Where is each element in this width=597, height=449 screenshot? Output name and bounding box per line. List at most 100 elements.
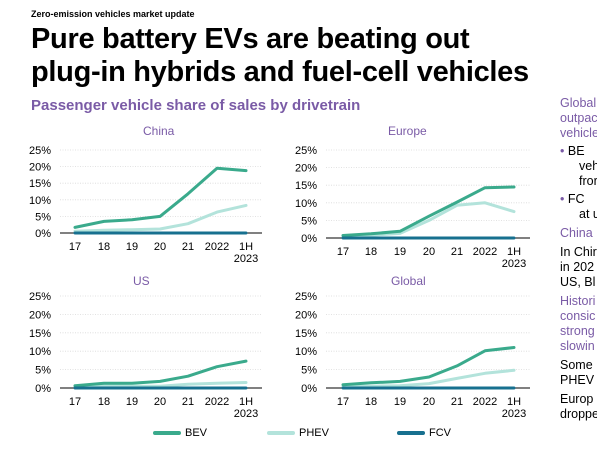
sidebar-line: • BE bbox=[560, 144, 597, 159]
kicker-label: Zero-emission vehicles market update bbox=[31, 9, 195, 19]
chart-title: Europe bbox=[388, 124, 427, 138]
y-tick-label: 25% bbox=[295, 291, 317, 303]
x-tick-label: 18 bbox=[365, 396, 377, 408]
y-tick-label: 15% bbox=[29, 328, 51, 340]
x-tick-label: 20 bbox=[154, 396, 166, 408]
chart-title: US bbox=[133, 274, 150, 288]
sidebar-line: China bbox=[560, 226, 593, 240]
sidebar-line: vehicle bbox=[560, 126, 597, 140]
y-tick-label: 25% bbox=[29, 291, 51, 303]
x-tick-label: 1H bbox=[507, 246, 521, 258]
x-tick-label: 2022 bbox=[205, 241, 229, 253]
series-line-phev bbox=[73, 203, 248, 233]
sidebar-line: fror bbox=[579, 174, 597, 188]
x-tick-label: 1H bbox=[239, 396, 253, 408]
legend-swatch-phev bbox=[267, 431, 295, 435]
x-tick-label: 21 bbox=[451, 396, 463, 408]
legend-swatch-fcv bbox=[397, 431, 425, 435]
x-tick-label: 1H bbox=[507, 396, 521, 408]
page-title: Pure battery EVs are beating out plug-in… bbox=[31, 23, 597, 89]
sidebar-line: strong bbox=[560, 324, 595, 338]
y-tick-label: 20% bbox=[295, 309, 317, 321]
series-line-bev bbox=[73, 359, 248, 388]
x-tick-label: 20 bbox=[154, 241, 166, 253]
legend-item-phev: PHEV bbox=[267, 427, 329, 439]
title-line-2: plug-in hybrids and fuel-cell vehicles bbox=[31, 56, 529, 88]
chart-china: China 0% 5% 10% 15% 20% 25% 17 18 19 20 21 2022 1H202… bbox=[29, 124, 262, 265]
sidebar-line-text: FC bbox=[567, 192, 585, 206]
y-tick-label: 0% bbox=[35, 383, 51, 395]
sidebar-line: Europ bbox=[560, 392, 594, 406]
x-tick-label: 19 bbox=[126, 396, 138, 408]
x-tick-label: 20 bbox=[423, 246, 435, 258]
sidebar-line: vehi bbox=[579, 159, 597, 173]
y-tick-label: 10% bbox=[295, 346, 317, 358]
y-tick-label: 15% bbox=[295, 328, 317, 340]
x-tick-label: 17 bbox=[337, 246, 349, 258]
y-tick-label: 20% bbox=[29, 162, 51, 174]
x-tick-label: 19 bbox=[394, 246, 406, 258]
x-tick-label: 2022 bbox=[473, 246, 497, 258]
y-tick-label: 10% bbox=[29, 195, 51, 207]
chart-title: China bbox=[143, 124, 175, 138]
y-tick-label: 0% bbox=[301, 383, 317, 395]
legend-item-fcv: FCV bbox=[397, 427, 451, 439]
legend-label-phev: PHEV bbox=[299, 427, 329, 439]
title-line-1: Pure battery EVs are beating out bbox=[31, 23, 470, 55]
series-line-bev bbox=[73, 166, 248, 229]
series-line-phev bbox=[341, 368, 516, 388]
sidebar-line: Histori bbox=[560, 294, 596, 308]
sidebar-line: droppe bbox=[560, 407, 597, 421]
y-tick-label: 5% bbox=[301, 365, 317, 377]
sidebar-line: outpac bbox=[560, 111, 597, 125]
y-tick-label: 25% bbox=[295, 145, 317, 157]
sidebar-line: consic bbox=[560, 309, 596, 323]
chart-title: Global bbox=[391, 274, 426, 288]
y-tick-label: 5% bbox=[35, 365, 51, 377]
series-line-phev bbox=[73, 381, 248, 388]
sidebar-line: Global bbox=[560, 96, 597, 110]
x-tick-label: 17 bbox=[337, 396, 349, 408]
y-tick-label: 25% bbox=[29, 145, 51, 157]
x-tick-label: 2023 bbox=[234, 408, 258, 420]
sidebar-line-text: BE bbox=[567, 144, 585, 158]
sidebar-line: slowin bbox=[560, 339, 595, 353]
x-tick-label: 2022 bbox=[473, 396, 497, 408]
x-tick-label: 18 bbox=[365, 246, 377, 258]
x-tick-label: 21 bbox=[451, 246, 463, 258]
x-tick-label: 18 bbox=[98, 396, 110, 408]
y-tick-label: 5% bbox=[35, 211, 51, 223]
series-line-phev bbox=[341, 201, 516, 238]
x-tick-label: 2023 bbox=[502, 408, 526, 420]
series-line-bev bbox=[341, 185, 516, 237]
x-tick-label: 2022 bbox=[205, 396, 229, 408]
x-tick-label: 20 bbox=[423, 396, 435, 408]
y-tick-label: 20% bbox=[29, 309, 51, 321]
y-tick-label: 15% bbox=[29, 178, 51, 190]
x-tick-label: 2023 bbox=[502, 258, 526, 270]
legend-item-bev: BEV bbox=[153, 427, 207, 439]
chart-subtitle: Passenger vehicle share of sales by driv… bbox=[31, 97, 361, 114]
x-tick-label: 19 bbox=[394, 396, 406, 408]
legend-label-fcv: FCV bbox=[429, 427, 451, 439]
sidebar-line: US, Bl bbox=[560, 275, 596, 289]
x-tick-label: 17 bbox=[69, 396, 81, 408]
x-tick-label: 21 bbox=[182, 241, 194, 253]
sidebar-line: in 202 bbox=[560, 260, 595, 274]
sidebar-line: In Chir bbox=[560, 245, 597, 259]
y-tick-label: 5% bbox=[301, 215, 317, 227]
x-tick-label: 18 bbox=[98, 241, 110, 253]
bullet-icon: • bbox=[560, 192, 568, 206]
y-tick-label: 10% bbox=[29, 346, 51, 358]
chart-europe: Europe 0% 5% 10% 15% 20% 25% 17 18 19 20 21 2022 1H20… bbox=[295, 124, 530, 270]
y-tick-label: 15% bbox=[295, 180, 317, 192]
x-tick-label: 19 bbox=[126, 241, 138, 253]
legend-swatch-bev bbox=[153, 431, 181, 435]
y-tick-label: 20% bbox=[295, 163, 317, 175]
legend-label-bev: BEV bbox=[185, 427, 208, 439]
y-tick-label: 10% bbox=[295, 198, 317, 210]
chart-global: Global 0% 5% 10% 15% 20% 25% 17 18 19 20 21 2022 1H20… bbox=[295, 274, 530, 420]
